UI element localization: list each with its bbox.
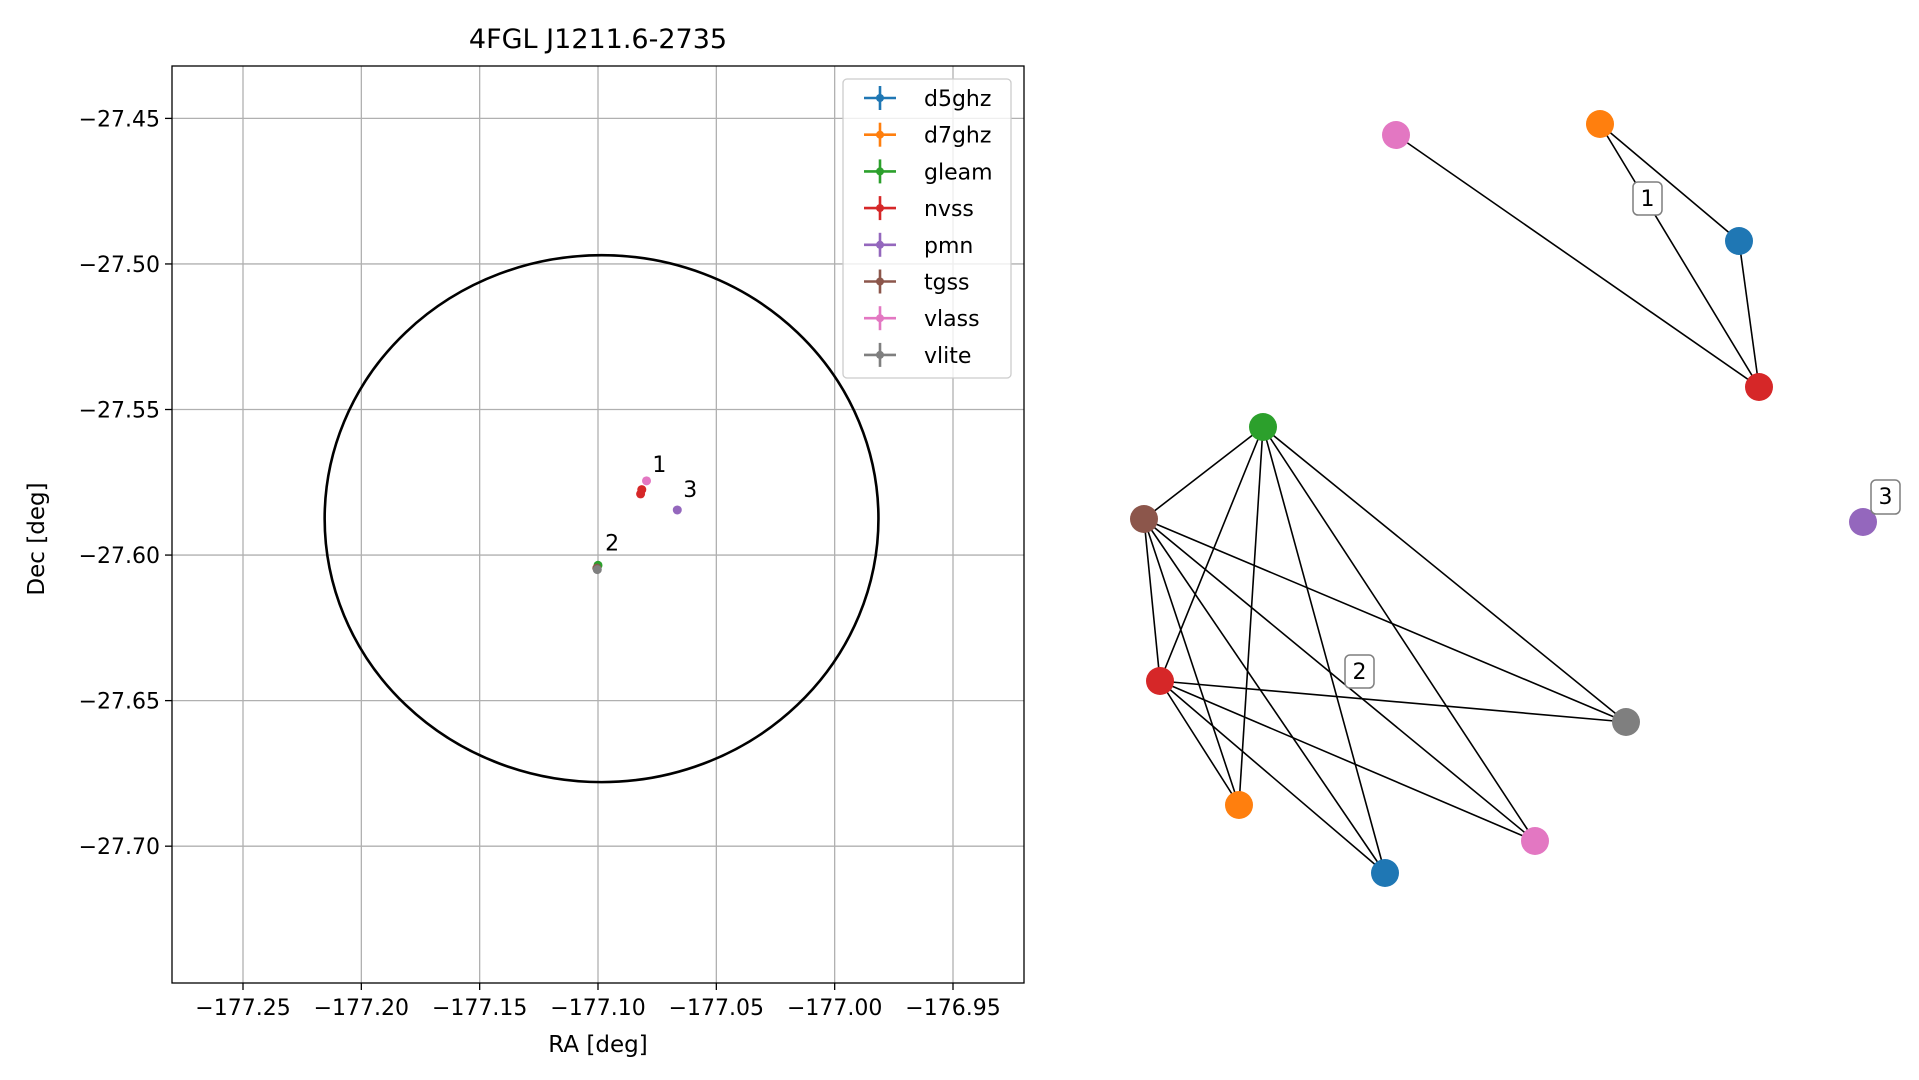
cluster-label-3: 3 — [1870, 479, 1901, 515]
network-edge — [1738, 240, 1760, 388]
legend-label-pmn: pmn — [924, 234, 973, 259]
point-vlass — [642, 476, 652, 486]
network-node — [1146, 667, 1174, 695]
network-edge — [1143, 426, 1264, 520]
cluster-label-2-text: 2 — [1353, 660, 1367, 685]
x-tick-label: −177.05 — [669, 996, 764, 1021]
network-node — [1586, 110, 1614, 138]
legend-marker-dot — [876, 277, 884, 286]
network-edge — [1159, 426, 1264, 682]
network-edges — [1143, 123, 1760, 874]
legend-marker-dot — [876, 350, 884, 359]
network-nodes — [1130, 110, 1877, 887]
legend-marker-dot — [876, 204, 884, 213]
x-tick-label: −177.25 — [195, 996, 290, 1021]
legend-marker-dot — [876, 167, 884, 176]
network-node — [1249, 413, 1277, 441]
legend-marker-dot — [876, 94, 884, 102]
legend-label-gleam: gleam — [924, 160, 993, 185]
network-node — [1725, 227, 1753, 255]
y-tick-label: −27.60 — [79, 544, 160, 569]
network-edge — [1143, 518, 1627, 723]
point-pmn — [672, 505, 682, 515]
network-edge — [1599, 123, 1760, 388]
network-node — [1371, 859, 1399, 887]
legend-label-vlite: vlite — [924, 344, 971, 369]
legend-box — [842, 78, 1012, 379]
x-axis-label: RA [deg] — [548, 1032, 647, 1058]
network-edge — [1159, 680, 1627, 723]
y-tick-label: −27.55 — [79, 399, 160, 424]
cluster-label-3-text: 3 — [1879, 485, 1893, 510]
scatter-chart: 132 −177.25 −177.20 −177.15 −177.10 −177.05−… — [24, 24, 1025, 1058]
x-tick-label: −177.15 — [432, 996, 527, 1021]
chart-title: 4FGL J1211.6-2735 — [469, 24, 727, 55]
cluster-label-1-text: 1 — [1641, 187, 1655, 212]
point-annotation: 1 — [652, 453, 666, 478]
network-edge — [1143, 518, 1161, 682]
x-tick-label: −177.10 — [550, 996, 645, 1021]
point-annotation: 2 — [605, 532, 619, 557]
y-tick-label: −27.50 — [79, 253, 160, 278]
network-node — [1521, 827, 1549, 855]
legend-marker-dot — [876, 240, 884, 249]
network-node — [1130, 505, 1158, 533]
y-tick-label: −27.70 — [79, 835, 160, 860]
legend-label-d5ghz: d5ghz — [924, 87, 991, 112]
y-tick-label: −27.65 — [79, 690, 160, 715]
cluster-label-1-box — [1632, 181, 1663, 216]
legend-marker-dot — [876, 314, 884, 323]
network-edge — [1262, 426, 1627, 723]
cluster-label-1: 1 — [1632, 181, 1663, 216]
network-node — [1612, 708, 1640, 736]
y-axis-label: Dec [deg] — [24, 482, 50, 595]
network-node — [1382, 121, 1410, 149]
legend-label-nvss: nvss — [924, 197, 974, 222]
uncertainty-ellipse — [323, 253, 880, 784]
legend-marker-dot — [876, 130, 884, 139]
point-annotations: 13 2 — [605, 453, 697, 557]
network-edge — [1143, 518, 1240, 806]
cluster-label-3-box — [1870, 479, 1901, 515]
legend-label-d7ghz: d7ghz — [924, 124, 991, 149]
legend-label-vlass: vlass — [924, 307, 980, 332]
cluster-label-2-box — [1344, 654, 1375, 689]
network-edge — [1143, 518, 1536, 842]
network-edge — [1395, 134, 1760, 388]
network-graph: 1 2 3 — [1130, 110, 1901, 887]
network-node — [1849, 508, 1877, 536]
network-node — [1745, 373, 1773, 401]
network-edge — [1262, 426, 1386, 874]
network-edge — [1159, 680, 1386, 874]
x-tick-label: −176.95 — [905, 996, 1000, 1021]
x-axis-ticks: −177.25 −177.20 −177.15 −177.10 −177.05 −177.… — [195, 983, 1001, 1021]
y-axis-ticks: −27.45 −27.50 −27.55 −27.60 −27.65 −27.70 — [79, 107, 172, 860]
network-edge — [1599, 123, 1740, 242]
point-nvss — [636, 489, 646, 499]
y-tick-label: −27.45 — [79, 107, 160, 132]
point-annotation: 3 — [683, 478, 697, 503]
localization-ellipse — [323, 253, 880, 784]
cluster-label-2: 2 — [1344, 654, 1375, 689]
network-edge — [1262, 426, 1536, 842]
network-edge — [1143, 518, 1386, 874]
network-edge — [1159, 680, 1240, 806]
x-tick-label: −177.00 — [787, 996, 882, 1021]
network-node — [1225, 791, 1253, 819]
scatter-points — [592, 476, 682, 575]
x-tick-label: −177.20 — [314, 996, 409, 1021]
network-edge — [1159, 680, 1536, 842]
grid-lines — [172, 66, 1024, 983]
point-vlite — [592, 565, 602, 575]
legend: d5ghz d7ghz gleam nvss pmn tgss vlass vlite — [842, 78, 1012, 379]
network-edge — [1238, 426, 1264, 806]
legend-label-tgss: tgss — [924, 271, 970, 296]
